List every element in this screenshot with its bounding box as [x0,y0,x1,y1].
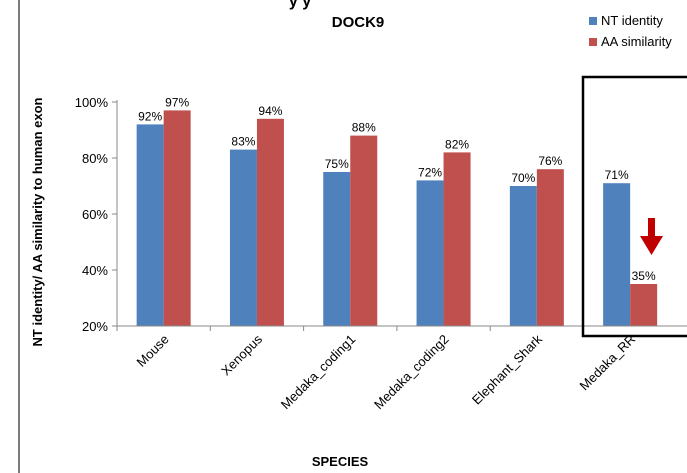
bars-group [136,110,658,327]
bar-nt-identity-medaka-rr [603,183,631,326]
data-label-aa-similarity-elephant-shark: 76% [538,154,562,168]
x-axis-title: SPECIES [312,454,369,469]
bar-aa-similarity-elephant-shark [536,169,564,326]
y-tick-label: 40% [82,263,108,278]
data-label-aa-similarity-mouse: 97% [165,95,189,109]
down-arrow-icon [640,218,663,255]
bar-aa-similarity-mouse [163,110,191,327]
bar-nt-identity-elephant-shark [509,186,537,326]
legend-label-nt-identity: NT identity [601,13,663,28]
header-fragment: y y [289,0,311,10]
data-label-aa-similarity-xenopus: 94% [258,104,282,118]
y-tick-label: 60% [82,207,108,222]
y-tick-label: 100% [75,95,109,110]
y-axis-title: NT identity/ AA similarity to human exon [30,97,45,346]
data-label-nt-identity-medaka-rr: 71% [605,168,629,182]
data-label-aa-similarity-medaka-rr: 35% [632,269,656,283]
bar-aa-similarity-xenopus [256,118,284,326]
data-label-aa-similarity-medaka-coding1: 88% [352,121,376,135]
legend: NT identity AA similarity [589,13,672,49]
legend-label-aa-similarity: AA similarity [601,34,672,49]
data-label-nt-identity-medaka-coding2: 72% [418,165,442,179]
bar-nt-identity-medaka-coding1 [323,172,351,326]
bar-aa-similarity-medaka-coding2 [443,152,471,326]
legend-swatch-aa-similarity [589,38,597,46]
data-label-nt-identity-medaka-coding1: 75% [325,157,349,171]
bar-aa-similarity-medaka-coding1 [350,135,378,326]
data-labels-group: 92%97% 83% 94% 75% 88% 72%82% 70%76% 71% 35% [138,95,656,283]
data-label-aa-similarity-medaka-coding2: 82% [445,137,469,151]
bar-aa-similarity-medaka-rr [630,284,658,326]
bar-nt-identity-mouse [136,124,164,327]
data-label-nt-identity-mouse: 92% [138,109,162,123]
data-label-nt-identity-elephant-shark: 70% [511,171,535,185]
chart-title: DOCK9 [332,14,385,31]
data-label-nt-identity-xenopus: 83% [231,135,255,149]
legend-swatch-nt-identity [589,17,597,25]
y-tick-label: 20% [82,319,108,334]
highlight-box [581,75,687,338]
y-axis: 20% 40% 60% 80% 100% [75,95,118,334]
y-tick-label: 80% [82,151,108,166]
bar-nt-identity-xenopus [229,149,257,326]
bar-nt-identity-medaka-coding2 [416,180,444,326]
